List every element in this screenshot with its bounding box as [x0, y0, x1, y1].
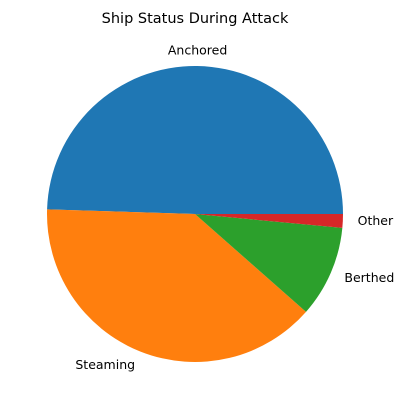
slice-label-other: Other [358, 213, 394, 228]
chart-title: Ship Status During Attack [102, 11, 289, 27]
pie-slices [47, 65, 343, 362]
slice-anchored [47, 65, 343, 214]
slice-berthed [195, 214, 343, 312]
pie-labels: Anchored Steaming Berthed Other [75, 43, 394, 372]
slice-label-berthed: Berthed [344, 270, 394, 285]
slice-other [195, 214, 343, 228]
slice-label-steaming: Steaming [75, 357, 135, 372]
slice-steaming [47, 209, 307, 362]
slice-label-anchored: Anchored [168, 43, 227, 58]
